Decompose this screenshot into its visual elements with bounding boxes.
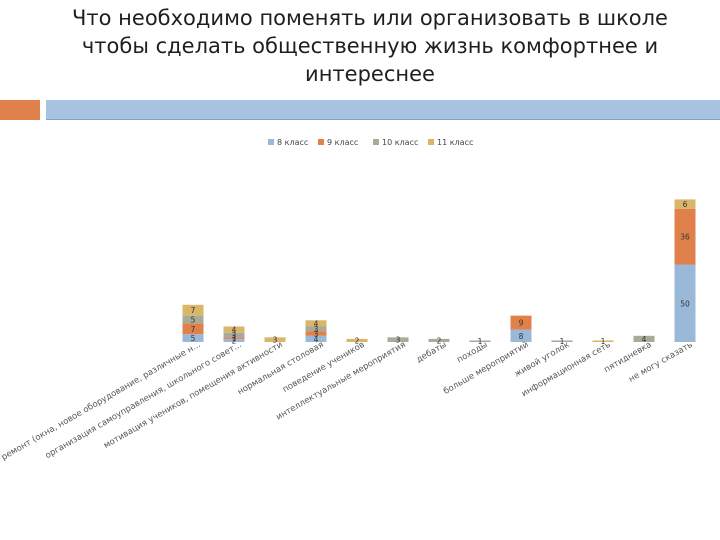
bar-segment-c1-s3: [182, 315, 204, 324]
legend-swatch-3: [373, 139, 379, 145]
value-label-c9-s1: 8: [519, 332, 524, 341]
bar-segment-c13-s4: [674, 199, 696, 209]
value-label-c4-s3: 3: [314, 325, 319, 334]
header-decoration-band: [0, 100, 720, 120]
bar-segment-c5-s4: [346, 338, 368, 342]
bar-segment-c1-s1: [182, 334, 204, 342]
value-label-c10-s3: 1: [560, 337, 565, 346]
value-label-c4-s2: 3: [314, 329, 319, 338]
bar-segment-c13-s1: [674, 264, 696, 342]
chart-category-labels: ремонт (окна, новое оборудование, различ…: [0, 340, 695, 463]
bar-segment-c1-s2: [182, 323, 204, 335]
bar-segment-c11-s4: [592, 340, 614, 342]
value-label-c3-s4: 3: [273, 336, 278, 345]
bar-segment-c4-s2: [305, 331, 327, 336]
category-label-2: организация самоуправления, школьного со…: [44, 340, 244, 461]
legend-label-3: 10 класс: [382, 138, 418, 147]
legend-swatch-4: [428, 139, 434, 145]
value-label-c2-s1: 2: [232, 336, 237, 345]
value-label-c8-s3: 1: [478, 337, 483, 346]
category-label-7: дебаты: [415, 340, 449, 365]
legend-swatch-2: [318, 139, 324, 145]
bar-segment-c13-s2: [674, 208, 696, 265]
value-label-c11-s4: 1: [601, 337, 606, 346]
value-label-c1-s4: 7: [191, 306, 196, 315]
bar-segment-c1-s4: [182, 304, 204, 316]
chart-legend: 8 класс 9 класс 10 класс 11 класс: [268, 138, 473, 147]
value-label-c2-s2: 1: [232, 334, 237, 343]
value-label-c13-s1: 50: [680, 299, 690, 308]
accent-underline: [46, 119, 720, 120]
legend-swatch-1: [268, 139, 274, 145]
title-line-2: чтобы сделать общественную жизнь комфорт…: [81, 34, 659, 58]
accent-bar-blue: [46, 100, 720, 120]
legend-label-2: 9 класс: [327, 138, 358, 147]
bar-segment-c8-s3: [469, 340, 491, 342]
bar-segment-c4-s3: [305, 326, 327, 332]
bar-segment-c4-s4: [305, 320, 327, 327]
title-line-1: Что необходимо поменять или организовать…: [72, 6, 668, 30]
value-label-c12-s3: 4: [642, 335, 647, 344]
page-title: Что необходимо поменять или организовать…: [40, 4, 700, 88]
bar-segment-c2-s4: [223, 326, 245, 333]
bar-segment-c7-s3: [428, 338, 450, 342]
bar-segment-c9-s1: [510, 329, 532, 342]
value-label-c1-s1: 5: [191, 334, 196, 343]
bar-segment-c3-s4: [264, 337, 286, 342]
value-label-c4-s4: 4: [314, 319, 319, 328]
bar-segment-c2-s2: [223, 337, 245, 339]
bar-segment-c6-s3: [387, 337, 409, 342]
category-label-8: походы: [455, 340, 489, 365]
bar-segment-c4-s1: [305, 335, 327, 342]
title-line-3: интереснее: [305, 62, 435, 86]
bar-segment-c2-s3: [223, 332, 245, 338]
value-label-c2-s3: 3: [232, 331, 237, 340]
chart-bars: [182, 199, 696, 342]
value-label-c5-s4: 2: [355, 336, 360, 345]
bar-segment-c2-s1: [223, 338, 245, 342]
value-label-c7-s3: 2: [437, 336, 442, 345]
stacked-bar-chart: 8 класс 9 класс 10 класс 11 класс 575721343…: [0, 138, 696, 463]
legend-label-4: 11 класс: [437, 138, 473, 147]
category-label-3: мотивация учеников, помещения активности: [102, 340, 284, 451]
value-label-c13-s2: 36: [680, 233, 690, 242]
bar-segment-c12-s3: [633, 335, 655, 342]
bar-segment-c10-s3: [551, 340, 573, 342]
value-label-c1-s2: 7: [191, 325, 196, 334]
value-label-c6-s3: 3: [396, 336, 401, 345]
value-label-c9-s2: 9: [519, 319, 524, 328]
value-label-c13-s4: 6: [683, 200, 688, 209]
legend-label-1: 8 класс: [277, 138, 308, 147]
value-label-c2-s4: 4: [232, 326, 237, 335]
value-label-c1-s3: 5: [191, 316, 196, 325]
bar-segment-c9-s2: [510, 315, 532, 330]
accent-block-orange: [0, 100, 40, 120]
value-label-c4-s1: 4: [314, 335, 319, 344]
